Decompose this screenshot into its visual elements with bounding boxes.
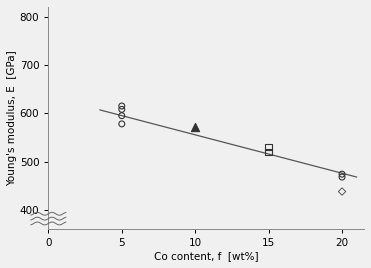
Point <box>266 145 272 149</box>
Point <box>119 107 125 111</box>
Point <box>119 104 125 108</box>
Point <box>119 122 125 126</box>
Point <box>266 150 272 154</box>
Point <box>119 114 125 118</box>
Point <box>339 172 345 176</box>
Point <box>192 125 198 129</box>
X-axis label: Co content, f  [wt%]: Co content, f [wt%] <box>154 251 259 261</box>
Y-axis label: Young's modulus, E  [GPa]: Young's modulus, E [GPa] <box>7 50 17 186</box>
Point <box>339 175 345 179</box>
Point <box>339 189 345 194</box>
